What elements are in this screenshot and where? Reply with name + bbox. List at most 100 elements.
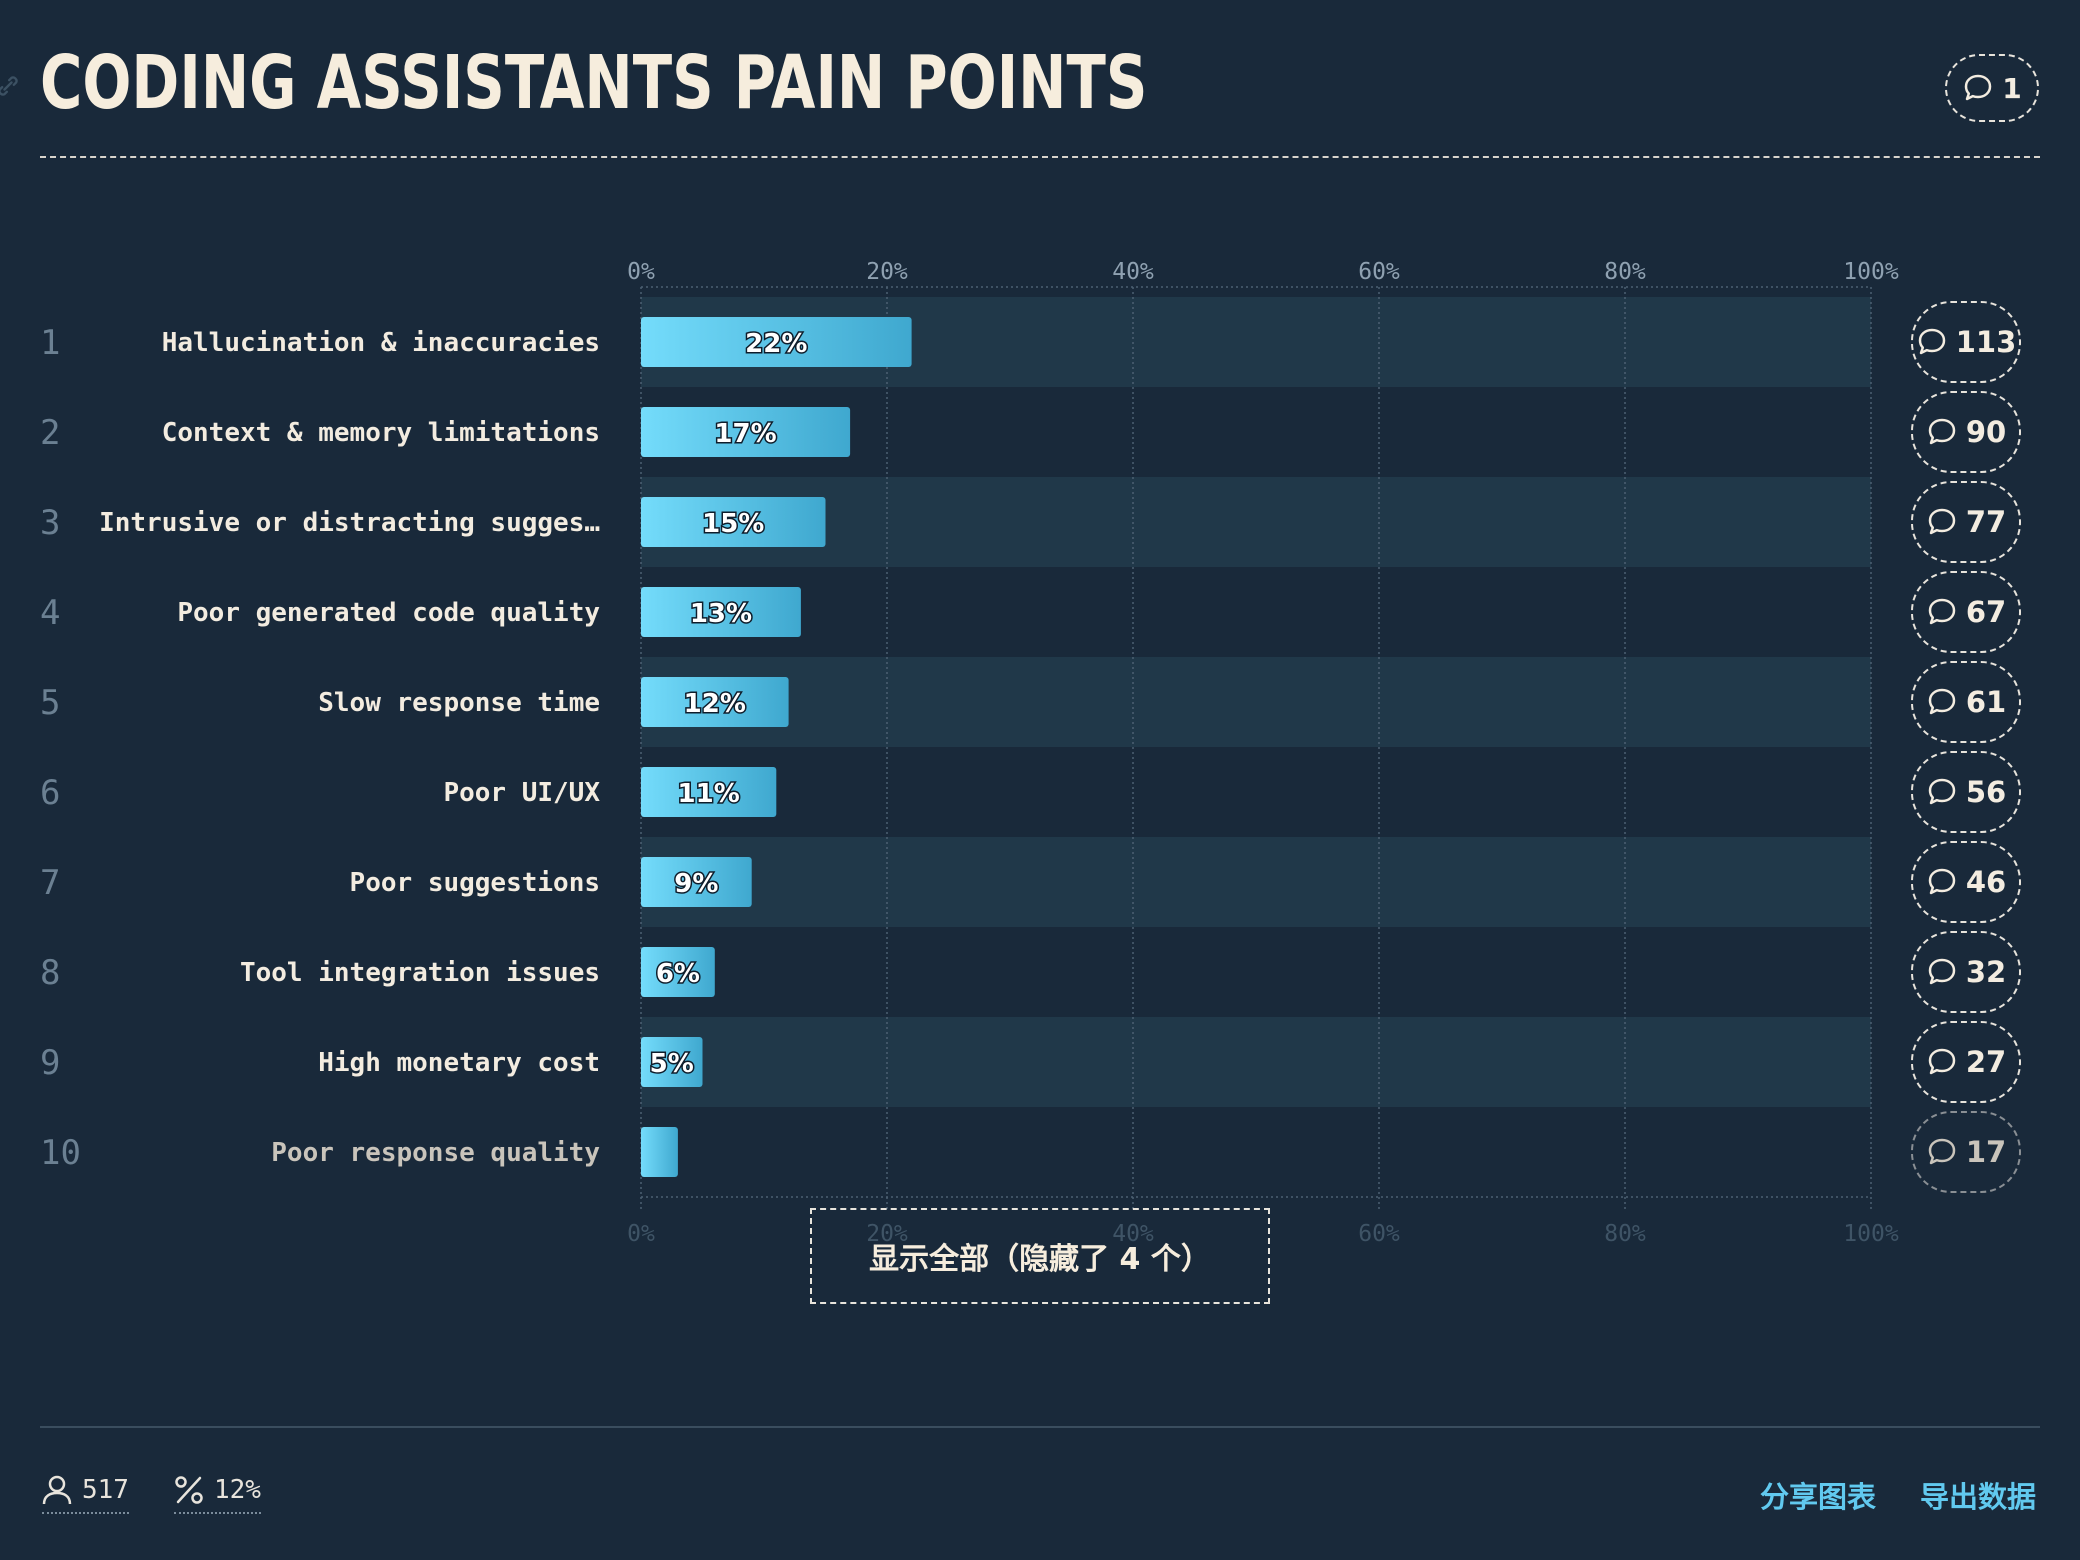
comment-icon: [1928, 688, 1956, 715]
comment-icon: [1918, 328, 1945, 355]
bar-chart: 0% 0% 20% 20% 40% 40% 60% 60% 80% 80% 100% 100% 1 Hal…: [40, 259, 1899, 1247]
bar: [641, 407, 851, 457]
category-label: Context & memory limitations: [162, 418, 600, 448]
row-comment-badge[interactable]: 17: [1911, 1111, 2021, 1193]
bar-value-label: 11%: [678, 779, 740, 809]
rank-label: 7: [40, 863, 60, 903]
bar-value-label: 12%: [684, 689, 746, 719]
row-comment-count: 17: [1965, 1135, 2007, 1169]
bar: [641, 1037, 703, 1087]
row-comment-badge[interactable]: 67: [1911, 571, 2021, 653]
bar-value-label: 13%: [690, 599, 752, 629]
x-tick-label-top: 40%: [1112, 259, 1154, 285]
rank-label: 5: [40, 683, 60, 723]
row-comment-count: 46: [1965, 865, 2007, 899]
category-label: Intrusive or distracting sugges…: [99, 508, 600, 538]
bar: [641, 317, 912, 367]
row-comment-count: 67: [1965, 595, 2007, 629]
bar-value-label: 15%: [702, 509, 764, 539]
bar: [641, 767, 777, 817]
row-comment-badge[interactable]: 46: [1911, 841, 2021, 923]
x-tick-label-bottom: 0%: [627, 1221, 655, 1247]
category-label: Poor UI/UX: [443, 778, 600, 808]
row-comment-badge[interactable]: 32: [1911, 931, 2021, 1013]
comment-icon: [1928, 868, 1956, 895]
respondents-stat[interactable]: 517: [42, 1474, 129, 1514]
rank-label: 4: [40, 593, 60, 633]
x-tick-label-top: 80%: [1604, 259, 1646, 285]
bar: [641, 587, 801, 637]
header-divider: [40, 156, 2040, 158]
x-tick-label-bottom: 40%: [1112, 1221, 1154, 1247]
row-comment-badge[interactable]: 90: [1911, 391, 2021, 473]
show-all-button[interactable]: 显示全部（隐藏了 4 个）: [810, 1208, 1270, 1304]
rank-label: 3: [40, 503, 60, 543]
bar: [641, 497, 826, 547]
user-icon: [42, 1475, 72, 1505]
bar: [641, 947, 715, 997]
x-tick-label-top: 20%: [866, 259, 908, 285]
comment-icon: [1928, 1138, 1956, 1165]
page-title: CODING ASSISTANTS PAIN POINTS: [40, 40, 1148, 126]
category-label: Poor response quality: [271, 1138, 600, 1168]
footer-divider: [40, 1426, 2040, 1428]
row-comment-badge[interactable]: 61: [1911, 661, 2021, 743]
rank-label: 10: [40, 1133, 81, 1173]
percent-icon: [175, 1476, 203, 1504]
comment-icon: [1928, 1048, 1956, 1075]
bar-value-label: 22%: [745, 329, 807, 359]
row-stripe: [641, 1017, 1871, 1107]
bar: [641, 857, 752, 907]
percent-stat[interactable]: 12%: [174, 1474, 261, 1514]
row-comment-count: 113: [1955, 325, 2017, 359]
row-stripe: [641, 837, 1871, 927]
x-tick-label-top: 60%: [1358, 259, 1400, 285]
x-tick-label-top: 100%: [1843, 259, 1899, 285]
row-comment-count: 56: [1965, 775, 2007, 809]
bar-value-label: 5%: [650, 1049, 694, 1079]
category-label: Poor suggestions: [350, 868, 600, 898]
row-comment-badge[interactable]: 113: [1911, 301, 2021, 383]
header-comment-count: 1: [2002, 71, 2022, 105]
share-chart-link[interactable]: 分享图表: [1760, 1480, 1877, 1514]
row-comment-badge[interactable]: 77: [1911, 481, 2021, 563]
export-data-link[interactable]: 导出数据: [1920, 1480, 2037, 1514]
x-tick-label-bottom: 20%: [866, 1221, 908, 1247]
category-label: High monetary cost: [318, 1048, 600, 1078]
bar-value-label: 9%: [674, 869, 718, 899]
percent-value: 12%: [214, 1475, 261, 1505]
x-tick-label-bottom: 100%: [1843, 1221, 1899, 1247]
respondents-count: 517: [82, 1475, 129, 1505]
comment-icon: [1928, 598, 1956, 625]
row-stripe: [641, 477, 1871, 567]
bar: [641, 677, 789, 727]
row-stripe: [641, 657, 1871, 747]
category-label: Tool integration issues: [240, 958, 600, 988]
comment-icon: [1965, 74, 1992, 101]
x-tick-label-bottom: 80%: [1604, 1221, 1646, 1247]
comment-icon: [1928, 958, 1956, 985]
comment-icon: [1928, 418, 1956, 445]
x-tick-label-top: 0%: [627, 259, 655, 285]
rank-label: 8: [40, 953, 60, 993]
rank-label: 9: [40, 1043, 60, 1083]
rank-label: 1: [40, 323, 60, 363]
bar-value-label: 17%: [714, 419, 776, 449]
category-label: Slow response time: [318, 688, 600, 718]
row-comment-count: 27: [1965, 1045, 2007, 1079]
rank-label: 2: [40, 413, 60, 453]
link-icon[interactable]: [0, 72, 22, 100]
row-comment-badge[interactable]: 27: [1911, 1021, 2021, 1103]
bar-value-label: 6%: [656, 959, 700, 989]
row-comment-badge[interactable]: 56: [1911, 751, 2021, 833]
row-comment-count: 90: [1965, 415, 2007, 449]
category-label: Poor generated code quality: [177, 598, 600, 628]
comment-icon: [1928, 508, 1956, 535]
x-tick-label-bottom: 60%: [1358, 1221, 1400, 1247]
header-comment-badge[interactable]: 1: [1945, 54, 2039, 122]
category-label: Hallucination & inaccuracies: [162, 328, 600, 358]
row-comment-count: 61: [1965, 685, 2007, 719]
row-comment-count: 32: [1965, 955, 2007, 989]
row-comment-count: 77: [1965, 505, 2007, 539]
comment-icon: [1928, 778, 1956, 805]
